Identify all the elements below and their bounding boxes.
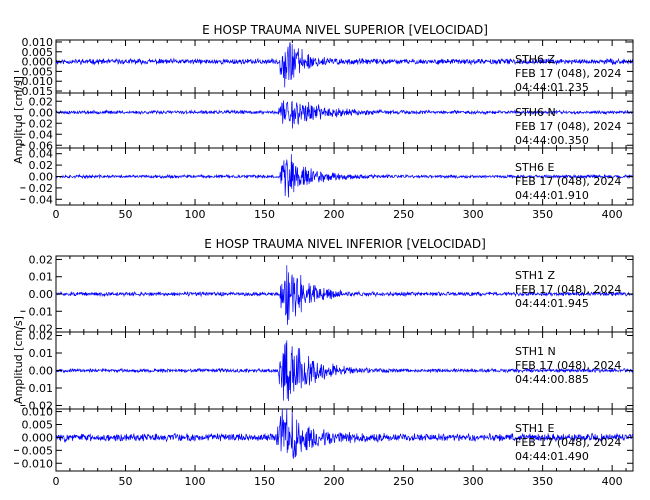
station-label: STH6 N	[515, 106, 556, 119]
station-time: 04:44:01.945	[515, 297, 589, 310]
chart-title-inferior: E HOSP TRAUMA NIVEL INFERIOR [VELOCIDAD]	[204, 237, 486, 251]
y-tick-label: 0.01	[29, 347, 54, 360]
y-tick-label: 0.01	[29, 305, 54, 318]
y-tick-label: 0.000	[22, 56, 54, 69]
waveform-trace	[55, 42, 634, 88]
y-tick-label: 0.04	[29, 128, 54, 141]
x-tick-label: 250	[393, 475, 414, 488]
y-tick-label: 0.02	[29, 182, 54, 195]
waveform-trace	[55, 100, 634, 129]
x-tick-label: 400	[602, 475, 623, 488]
station-label: STH1 E	[515, 422, 554, 435]
waveform-trace	[55, 154, 634, 198]
x-tick-label: 300	[463, 475, 484, 488]
station-date: FEB 17 (048), 2024	[515, 359, 621, 372]
y-tick-label: 0.005	[22, 65, 54, 78]
y-tick-label: 0.015	[22, 85, 54, 98]
x-tick-label: 100	[185, 208, 206, 221]
y-tick-label: 0.000	[22, 431, 54, 444]
x-tick-label: 200	[324, 208, 345, 221]
x-tick-label: 150	[254, 475, 275, 488]
y-tick-label: 0.005	[22, 46, 54, 59]
station-label: STH1 N	[515, 345, 556, 358]
x-tick-label: 0	[53, 208, 60, 221]
y-tick-label: 0.005	[22, 444, 54, 457]
ylabel-superior: Amplitud [cm/s]	[12, 76, 25, 164]
y-tick-label: 0.06	[29, 139, 54, 152]
station-time: 04:44:01.490	[515, 450, 589, 463]
y-tick-label: 0.010	[22, 75, 54, 88]
y-tick-label: 0.02	[29, 117, 54, 130]
y-tick-label: 0.00	[29, 365, 54, 378]
panel-frame	[55, 408, 634, 472]
station-label: STH6 E	[515, 161, 554, 174]
y-tick-label: 0.02	[29, 330, 54, 343]
waveform-trace	[55, 340, 634, 402]
station-label: STH1 Z	[515, 269, 555, 282]
y-tick-label: 0.04	[29, 148, 54, 161]
station-date: FEB 17 (048), 2024	[515, 67, 621, 80]
x-tick-label: 350	[532, 475, 553, 488]
station-date: FEB 17 (048), 2024	[515, 120, 621, 133]
y-tick-label: 0.00	[29, 106, 54, 119]
x-tick-label: 150	[254, 208, 275, 221]
y-tick-label: 0.01	[29, 382, 54, 395]
x-tick-label: 300	[463, 208, 484, 221]
station-time: 04:44:01.235	[515, 81, 589, 94]
x-tick-label: 50	[119, 475, 133, 488]
x-tick-label: 350	[532, 208, 553, 221]
x-tick-label: 100	[185, 475, 206, 488]
chart-title-superior: E HOSP TRAUMA NIVEL SUPERIOR [VELOCIDAD]	[202, 23, 488, 37]
station-date: FEB 17 (048), 2024	[515, 436, 621, 449]
x-tick-label: 400	[602, 208, 623, 221]
station-time: 04:44:00.885	[515, 373, 589, 386]
y-tick-label: 0.04	[29, 193, 54, 206]
y-tick-label: 0.01	[29, 271, 54, 284]
x-tick-label: 250	[393, 208, 414, 221]
y-tick-label: 0.010	[22, 36, 54, 49]
y-tick-label: 0.02	[29, 400, 54, 413]
ylabel-inferior: Amplitud [cm/s]	[12, 316, 25, 404]
x-tick-label: 200	[324, 475, 345, 488]
y-tick-label: 0.005	[22, 419, 54, 432]
x-tick-label: 0	[53, 475, 60, 488]
station-time: 04:44:01.910	[515, 189, 589, 202]
waveform-trace	[55, 408, 634, 459]
station-date: FEB 17 (048), 2024	[515, 283, 621, 296]
y-tick-label: 0.02	[29, 323, 54, 336]
waveform-trace	[55, 265, 634, 325]
x-tick-label: 50	[119, 208, 133, 221]
y-tick-label: 0.02	[29, 253, 54, 266]
y-tick-label: 0.02	[29, 95, 54, 108]
y-tick-label: 0.010	[22, 406, 54, 419]
station-label: STH6 Z	[515, 53, 555, 66]
station-time: 04:44:00.350	[515, 134, 589, 147]
y-tick-label: 0.010	[22, 457, 54, 470]
station-date: FEB 17 (048), 2024	[515, 175, 621, 188]
y-tick-label: 0.00	[29, 171, 54, 184]
y-tick-label: 0.00	[29, 288, 54, 301]
y-tick-label: 0.02	[29, 159, 54, 172]
